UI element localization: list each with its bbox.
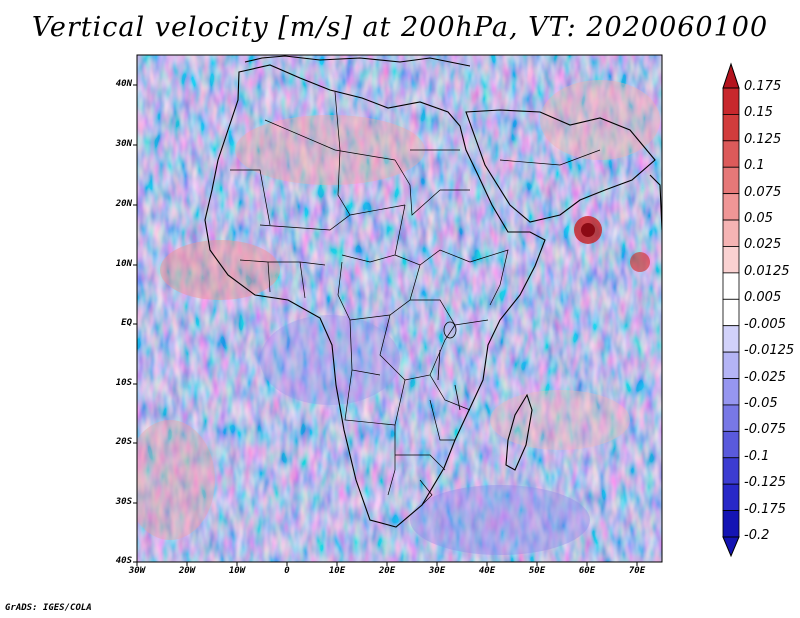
west-africa-ascent-region (160, 240, 280, 300)
chart-title: Vertical velocity [m/s] at 200hPa, VT: 2… (31, 12, 769, 43)
lon-label: 0 (284, 566, 290, 576)
arabia-ascent-region (540, 80, 660, 160)
colorbar-label: -0.0125 (744, 343, 795, 359)
colorbar-swatch (722, 457, 740, 485)
colorbar-label: 0.075 (744, 184, 782, 200)
lon-label: 30W (128, 566, 146, 576)
lat-label: 40N (115, 79, 132, 89)
colorbar-label: 0.125 (744, 131, 782, 147)
lat-label: 20N (115, 199, 132, 209)
colorbar-label: -0.05 (744, 395, 778, 411)
colorbar-swatch (722, 483, 740, 511)
central-africa-descent-region (260, 315, 400, 405)
colorbar-top-arrow (722, 62, 740, 89)
colorbar-label: 0.1 (744, 158, 765, 174)
arabia-coastline (465, 109, 656, 223)
south-atlantic-ascent-region (137, 420, 215, 540)
colorbar-label: -0.005 (744, 316, 786, 332)
colorbar-swatch (722, 140, 740, 168)
colorbar-label: 0.025 (744, 237, 782, 253)
madagascar-coastline (505, 393, 533, 471)
colorbar-bottom-arrow (722, 536, 740, 558)
colorbar-swatch (722, 272, 740, 300)
colorbar-label: -0.175 (744, 501, 786, 517)
colorbar-swatch (722, 404, 740, 432)
colorbar-label: -0.2 (744, 528, 770, 543)
cyclone-center (581, 223, 595, 237)
colorbar-label: 0.15 (744, 105, 773, 121)
colorbar-label: 0.0125 (744, 263, 790, 279)
velocity-field (137, 55, 662, 562)
lat-label: 30N (115, 139, 132, 149)
lon-label: 30E (428, 566, 446, 576)
colorbar-label: 0.05 (744, 211, 773, 227)
africa-coastline (204, 64, 546, 528)
coastlines (204, 55, 662, 528)
colorbar-label: -0.1 (744, 448, 770, 464)
sahara-ascent-region (235, 115, 425, 185)
lon-label: 70E (628, 566, 646, 576)
colorbar-swatch (722, 298, 740, 327)
colorbar-swatch (722, 87, 740, 115)
india-coastline (649, 174, 662, 231)
lon-label: 60E (578, 566, 596, 576)
arabian-sea-ascent-spot (630, 252, 650, 272)
country-borders (230, 91, 601, 506)
colorbar-label: -0.125 (744, 475, 786, 491)
colorbar-swatch (722, 193, 740, 221)
colorbar-swatch (722, 114, 740, 142)
lon-label: 50E (528, 566, 546, 576)
colorbar-label: 0.175 (744, 79, 782, 94)
indian-ocean-ascent-region (490, 390, 630, 450)
lon-label: 40E (478, 566, 496, 576)
lon-label: 10E (328, 566, 346, 576)
lat-label: 40S (115, 556, 132, 566)
colorbar-swatch (722, 219, 740, 247)
lat-label: 30S (115, 497, 132, 507)
axis-ticks (133, 84, 638, 566)
colorbar-swatch (722, 166, 740, 195)
europe-coastline (244, 55, 471, 67)
colorbar-swatch (722, 246, 740, 274)
lakes (437, 321, 461, 411)
lon-label: 10W (228, 566, 246, 576)
colorbar-swatch (722, 430, 740, 459)
colorbar-label: 0.005 (744, 290, 782, 306)
credit-text: GrADS: IGES/COLA (5, 603, 92, 613)
lon-label: 20W (178, 566, 196, 576)
lat-label: 10S (115, 378, 132, 388)
lat-label: 20S (115, 437, 132, 447)
lat-label: 10N (115, 259, 132, 269)
map-border (136, 54, 663, 563)
colorbar-swatch (722, 351, 740, 379)
southern-ocean-descent-region (410, 485, 590, 555)
colorbar-label: -0.025 (744, 369, 786, 385)
colorbar-label: -0.075 (744, 422, 786, 438)
lon-label: 20E (378, 566, 396, 576)
colorbar-swatch (722, 378, 740, 406)
colorbar-swatch (722, 510, 740, 538)
lat-label: EQ (121, 318, 132, 328)
colorbar-swatch (722, 325, 740, 353)
